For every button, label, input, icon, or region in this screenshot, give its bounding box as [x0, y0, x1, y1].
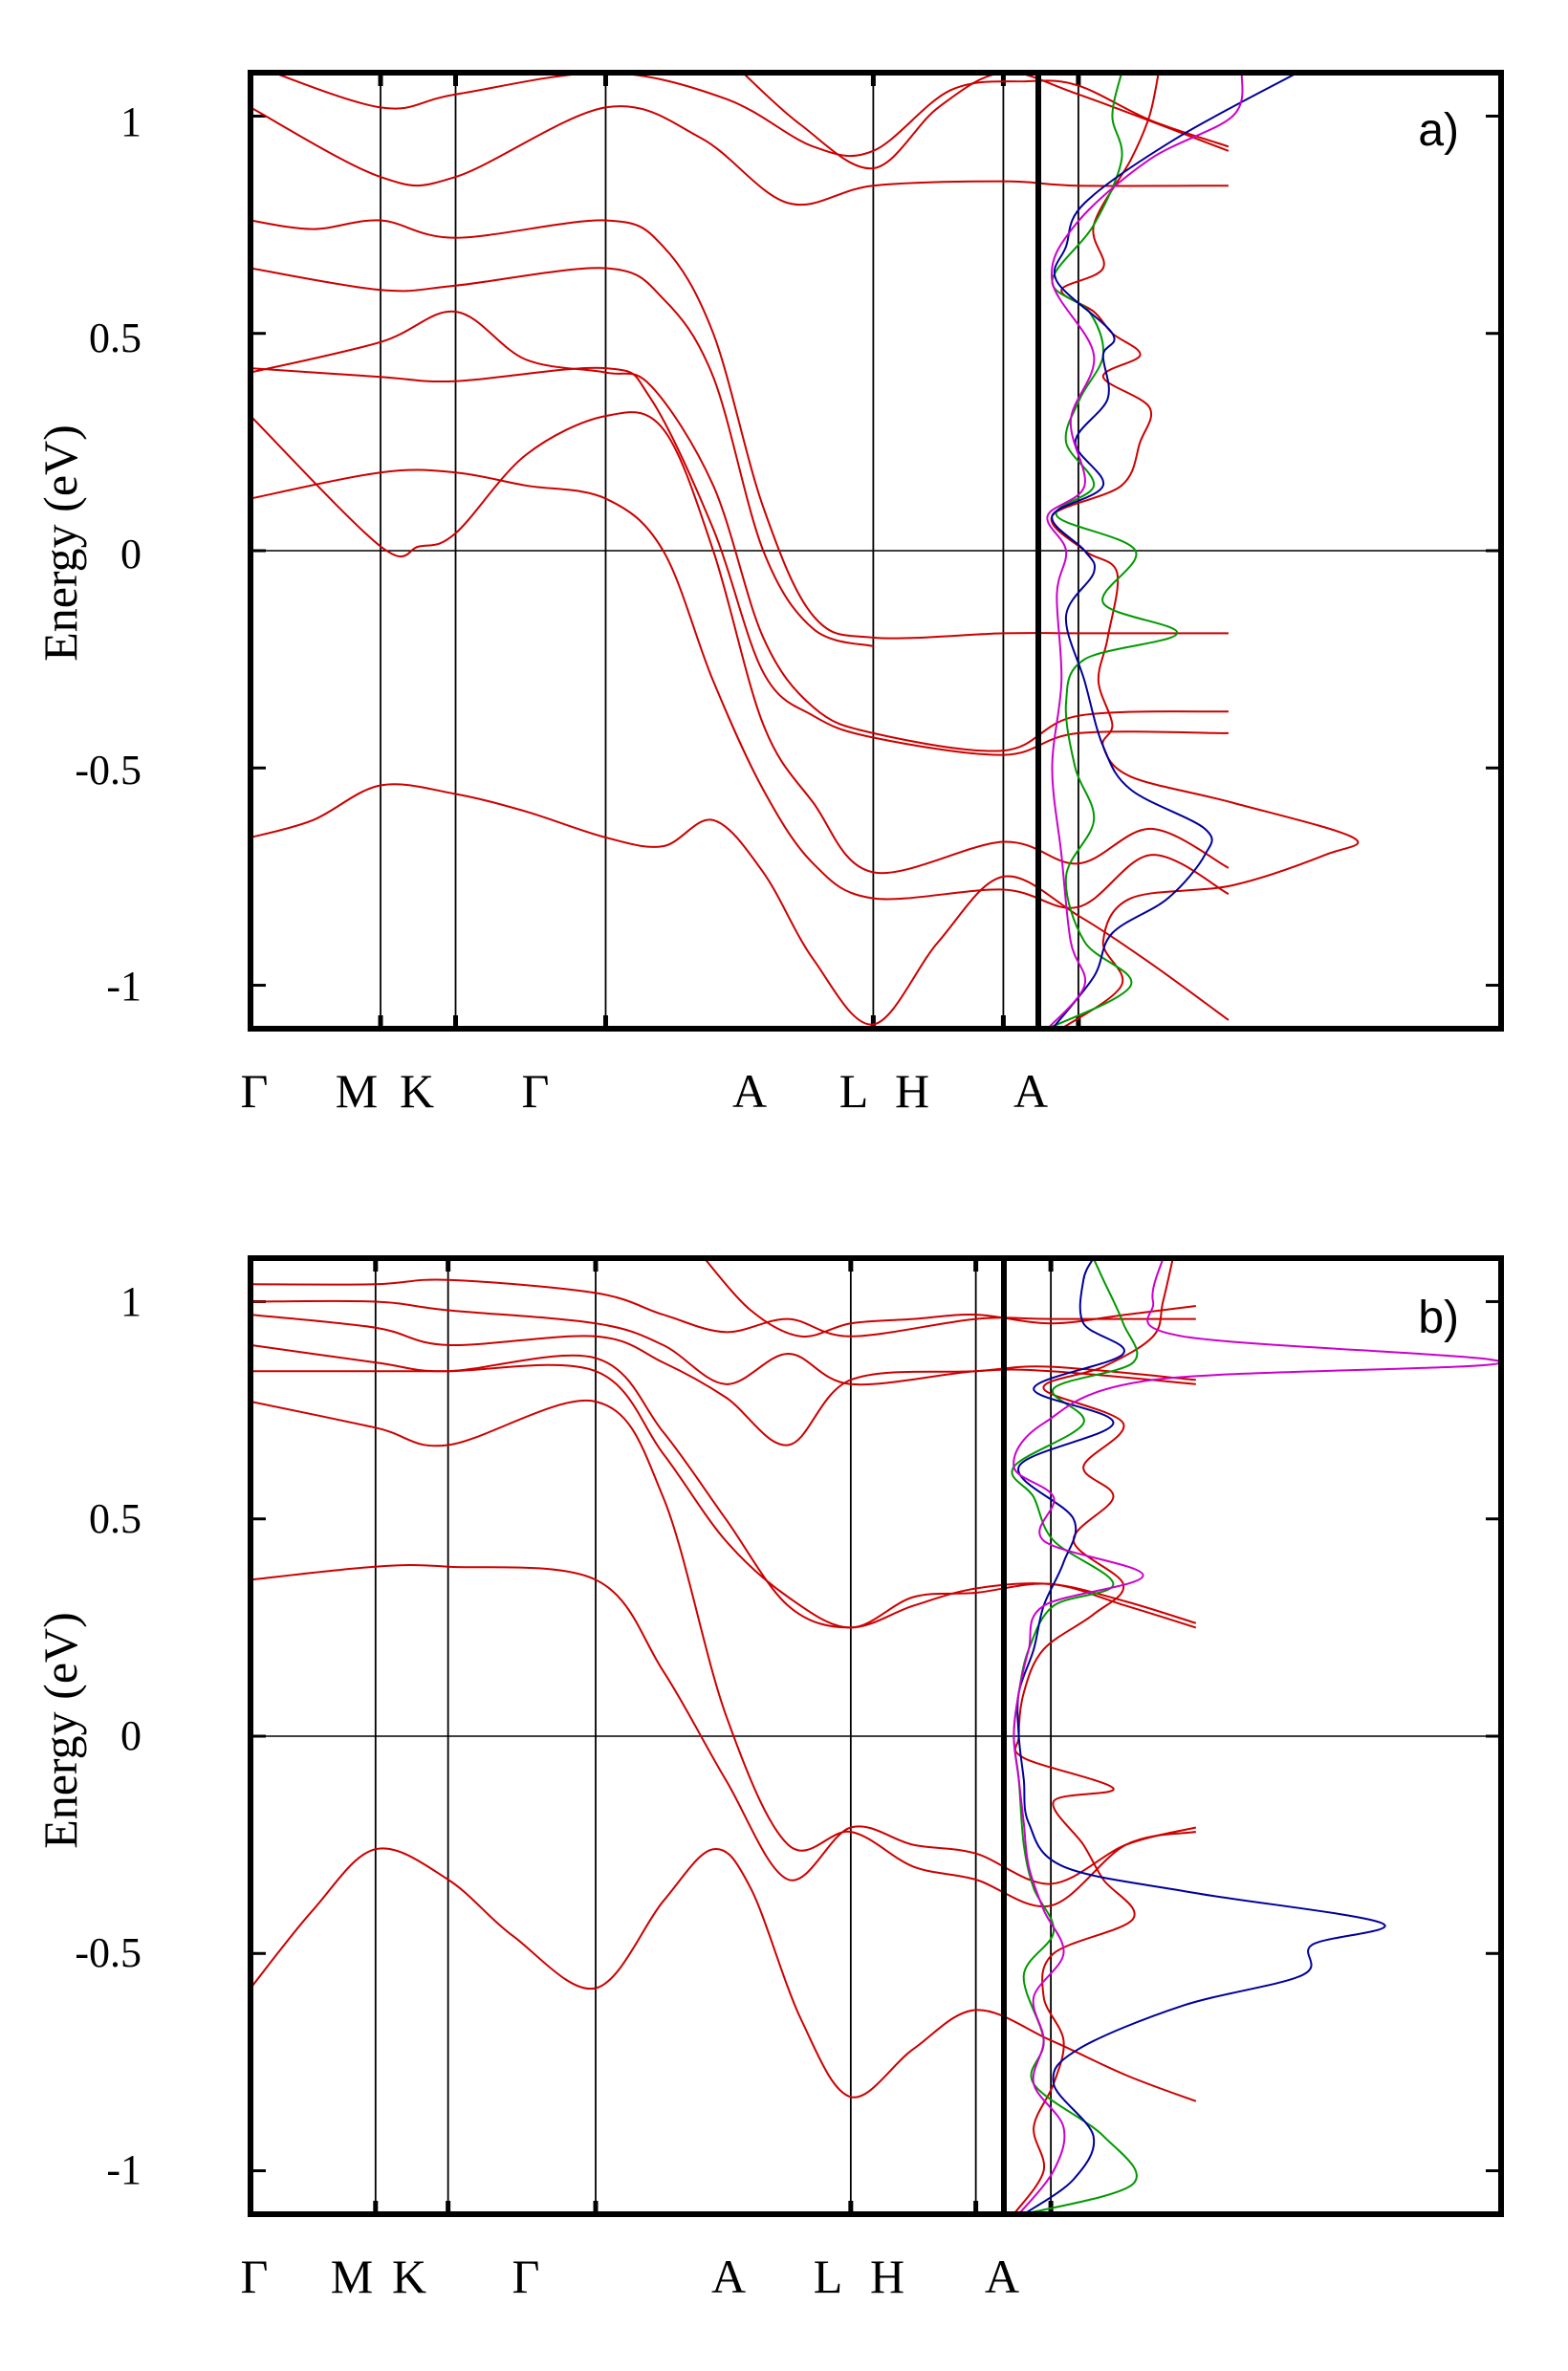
panel-a-ytick-label: 0: [120, 531, 142, 577]
panel-a-band-line: [250, 267, 874, 647]
panel-a-dos-curve: [1050, 73, 1360, 1029]
panel-a-bands: [250, 73, 1230, 1026]
panel-b-band-line: [250, 1278, 1196, 1338]
panel-b-dos: [1011, 1258, 1501, 2214]
panel-a-y-axis-label: Energy (eV): [33, 424, 87, 662]
panel-a-kpoint-label: K: [400, 1064, 434, 1118]
panel-b-kpoint-label: Γ: [241, 2250, 269, 2303]
panel-a-kpoint-label: H: [895, 1064, 929, 1118]
panel-a-ytick-label: 1: [120, 98, 142, 145]
panel-b-kpoint-label: A: [985, 2250, 1019, 2303]
panel-b-band-line: [250, 1847, 1197, 2102]
panel-a-kpoint-label: L: [839, 1064, 869, 1118]
panel-a-frame: [248, 70, 1504, 1032]
panel-b-kpoint-label: A: [711, 2250, 746, 2303]
panel-a-dos-curve: [1047, 73, 1179, 1029]
panel-a-band-line: [250, 310, 1229, 752]
panel-b-dos-curve: [1013, 1258, 1501, 2214]
panel-a-dos-curve: [1046, 73, 1244, 1029]
panel-b: 1 0.5 0 -0.5 -1 Energy (eV) Γ M K Γ A L …: [33, 1255, 1504, 2303]
panel-a: 1 0.5 0 -0.5 -1 Energy (eV) Γ M K Γ A L …: [33, 70, 1504, 1118]
panel-b-band-line: [250, 1564, 1197, 1885]
panel-a-kpoint-label: A: [1013, 1064, 1048, 1118]
panel-b-kpoint-label: K: [392, 2250, 426, 2303]
panel-a-ytick-label: -0.5: [75, 747, 142, 794]
panel-b-kpoint-label: M: [331, 2250, 373, 2303]
panel-b-frame: [248, 1255, 1504, 2217]
panel-a-label: a): [1418, 105, 1459, 156]
panel-a-kpoint-label: M: [336, 1064, 378, 1118]
panel-b-ytick-label: -0.5: [75, 1929, 142, 1976]
panel-b-band-line: [703, 1258, 1196, 1338]
panel-b-label: b): [1418, 1293, 1459, 1343]
panel-a-ytick-label: 0.5: [89, 315, 142, 361]
panel-b-ytick-label: 0.5: [89, 1495, 142, 1542]
panel-b-band-line: [250, 1343, 1197, 1629]
panel-a-band-line: [271, 73, 1230, 158]
panel-b-dos-curve: [1016, 1258, 1386, 2214]
panel-a-kpoint-label: A: [732, 1064, 767, 1118]
panel-a-y-tick-labels: 1 0.5 0 -0.5 -1: [75, 98, 142, 1010]
panel-b-y-tick-labels: 1 0.5 0 -0.5 -1: [75, 1278, 142, 2193]
panel-b-kpoint-label: L: [814, 2250, 843, 2303]
panel-b-ytick-label: 1: [120, 1278, 142, 1325]
panel-b-frame-rect: [248, 1255, 1504, 2217]
panel-b-band-line: [250, 1399, 1196, 1908]
panel-b-kpoint-label: H: [870, 2250, 904, 2303]
panel-a-band-line: [250, 219, 1229, 640]
panel-a-band-line: [250, 783, 1230, 1026]
panel-a-dos: [1046, 73, 1360, 1029]
panel-b-kpoint-labels: Γ M K Γ A L H A: [241, 2250, 1020, 2303]
panel-a-kpoint-label: Γ: [522, 1064, 550, 1118]
panel-b-band-line: [250, 1299, 1196, 1386]
panel-a-band-line: [250, 411, 1230, 875]
panel-a-band-line: [250, 105, 1229, 207]
panel-b-kpoint-lines: [373, 1258, 1054, 2214]
panel-a-kpoint-lines: [378, 73, 1081, 1029]
panel-a-band-line: [741, 73, 1230, 170]
panel-a-dos-curve: [1051, 73, 1298, 1029]
panel-b-ytick-label: -1: [106, 2146, 142, 2193]
panel-a-band-line: [250, 366, 1229, 756]
panel-a-band-line: [250, 468, 1230, 909]
panel-b-y-axis-label: Energy (eV): [33, 1612, 87, 1849]
panel-a-kpoint-label: Γ: [241, 1064, 269, 1118]
panel-b-ytick-label: 0: [120, 1712, 142, 1759]
panel-b-kpoint-label: Γ: [512, 2250, 540, 2303]
panel-a-ytick-label: -1: [106, 963, 142, 1010]
panel-a-frame-rect: [248, 70, 1504, 1032]
panel-a-kpoint-labels: Γ M K Γ A L H A: [241, 1064, 1049, 1118]
